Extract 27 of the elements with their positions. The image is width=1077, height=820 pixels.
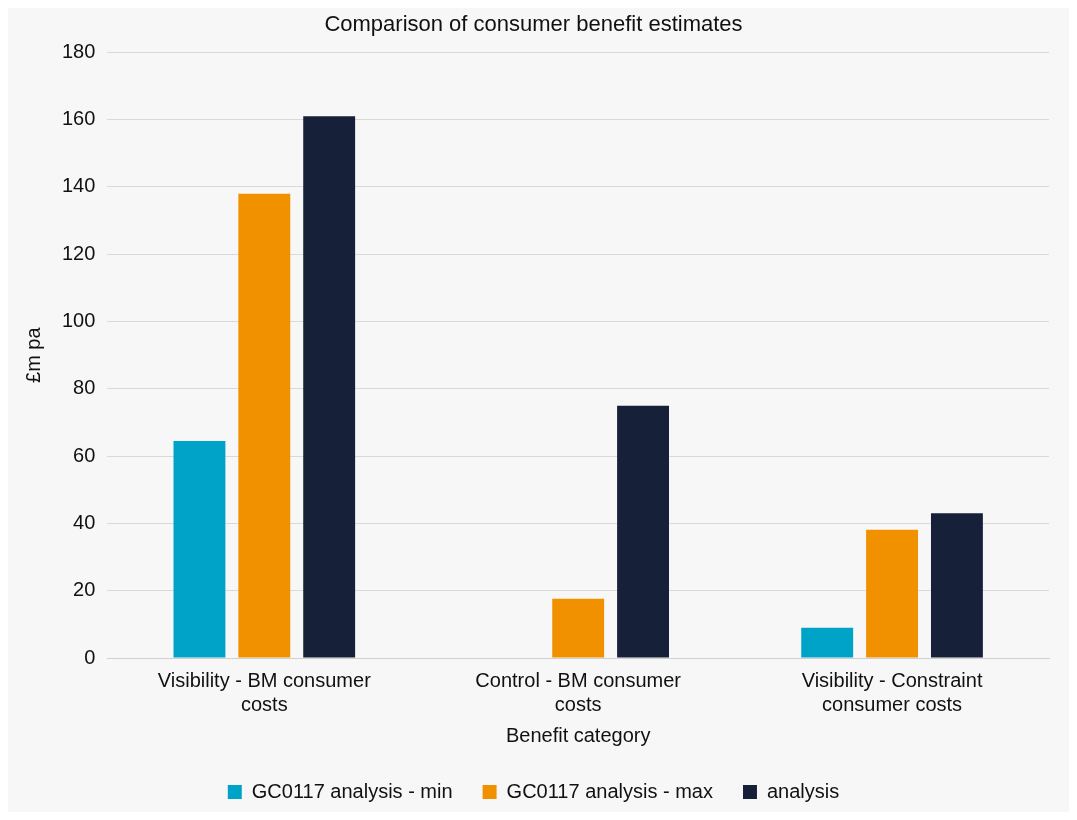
legend-label: GC0117 analysis - min xyxy=(251,779,453,802)
y-tick-label: 180 xyxy=(61,39,96,62)
x-tick-label: Visibility - BM consumer costs xyxy=(157,668,372,715)
y-tick-label: 80 xyxy=(73,376,96,399)
y-tick-label: 0 xyxy=(84,645,96,668)
bar xyxy=(866,529,919,658)
chart-title: Comparison of consumer benefit estimates xyxy=(324,11,743,37)
y-tick-label: 100 xyxy=(61,309,96,332)
y-axis-title: £m pa xyxy=(21,326,44,383)
y-tick-label: 160 xyxy=(61,107,96,130)
bar xyxy=(617,405,669,658)
bar xyxy=(173,440,226,658)
y-tick-label: 40 xyxy=(73,510,96,533)
legend-label: GC0117 analysis - max xyxy=(506,779,713,802)
y-tick-label: 60 xyxy=(73,443,96,466)
x-tick-label: Control - BM consumer costs xyxy=(475,668,682,715)
bar xyxy=(238,193,291,658)
x-tick-label: Visibility - Constraint consumer costs xyxy=(801,668,983,715)
legend-label: analysis xyxy=(766,779,840,802)
y-tick-label: 140 xyxy=(61,174,96,197)
bar xyxy=(552,598,605,658)
x-axis-title: Benefit category xyxy=(505,723,651,746)
bar xyxy=(303,116,356,658)
y-tick-label: 20 xyxy=(73,578,96,601)
bar xyxy=(801,627,854,658)
y-tick-label: 120 xyxy=(61,241,96,264)
bar xyxy=(930,513,983,658)
